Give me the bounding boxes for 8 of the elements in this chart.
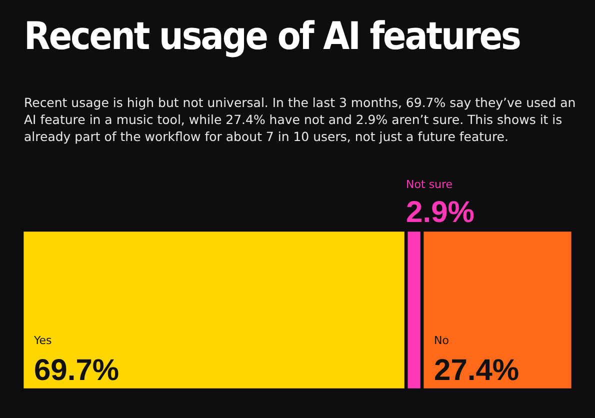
series-label: Yes <box>33 334 52 347</box>
chart-subtitle: Recent usage is high but not universal. In the last 3 months, 69.7% say they’ve used an AI feature in a music tool, while 27.4% have not and 2.9% aren’t sure. This shows it is already part of the workflow for about 7 in 10 users, not just a future feature. <box>24 94 577 145</box>
data-label: 27.4% <box>434 354 520 387</box>
data-label: 2.9% <box>406 196 474 229</box>
chart-title: Recent usage of AI features <box>24 14 520 58</box>
text: Not sure <box>406 178 453 191</box>
series-label: No <box>434 334 450 347</box>
data-label: 69.7% <box>34 354 120 387</box>
